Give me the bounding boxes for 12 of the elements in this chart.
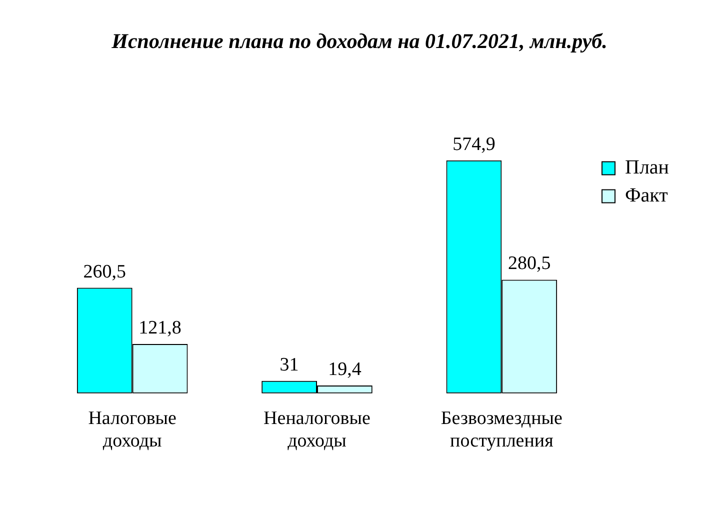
data-label: 280,5 — [508, 253, 551, 274]
x-tick-label: Налоговые доходы — [88, 408, 176, 452]
data-label: 574,9 — [452, 134, 496, 155]
data-label: 19,4 — [328, 359, 362, 380]
data-label: 31 — [280, 354, 299, 376]
data-label: 121,8 — [138, 318, 182, 339]
data-label: 260,5 — [83, 261, 126, 282]
x-tick-label: Неналоговые доходы — [264, 408, 370, 452]
x-tick-label: Безвозмездные поступления — [440, 408, 562, 452]
chart-title: Исполнение плана по доходам на 01.07.2021, млн.руб. — [110, 29, 608, 54]
legend-label: Факт — [624, 184, 668, 206]
legend-label: План — [624, 156, 670, 178]
